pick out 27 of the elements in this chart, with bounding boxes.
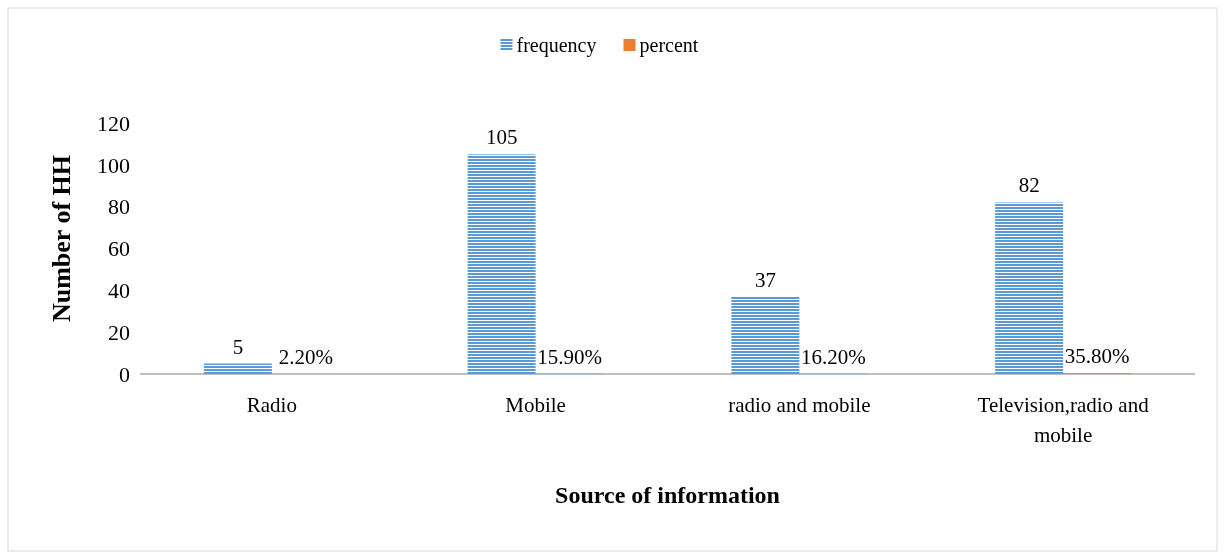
data-label: 15.90%	[537, 344, 602, 369]
x-tick-label: radio and mobile	[728, 393, 871, 417]
y-tick-label: 80	[108, 194, 130, 220]
x-tick-label: Television,radio and mobile	[977, 393, 1150, 447]
bar	[731, 296, 800, 374]
legend-label: percent	[639, 34, 699, 57]
data-label: 16.20%	[801, 344, 866, 369]
y-tick-label: 40	[108, 278, 130, 304]
data-label: 5	[232, 334, 244, 359]
y-tick-label: 100	[97, 152, 130, 178]
data-label: 37	[754, 267, 776, 292]
data-label: 35.80%	[1064, 344, 1130, 369]
data-label: 2.20%	[278, 344, 333, 369]
y-tick-label: 120	[97, 110, 130, 136]
y-tick-label: 20	[108, 319, 130, 345]
x-axis-title: Source of information	[555, 482, 780, 508]
data-label: 82	[1018, 173, 1040, 198]
legend-label: frequency	[516, 34, 597, 57]
y-axis-title: Number of HH	[47, 154, 76, 323]
bar	[995, 202, 1064, 374]
bar	[467, 154, 536, 374]
bar	[203, 363, 272, 374]
y-tick-label: 60	[108, 236, 130, 262]
y-tick-label: 0	[119, 361, 130, 387]
x-tick-label: Mobile	[505, 393, 566, 417]
data-label: 105	[485, 125, 518, 150]
x-tick-label: Radio	[246, 393, 297, 417]
